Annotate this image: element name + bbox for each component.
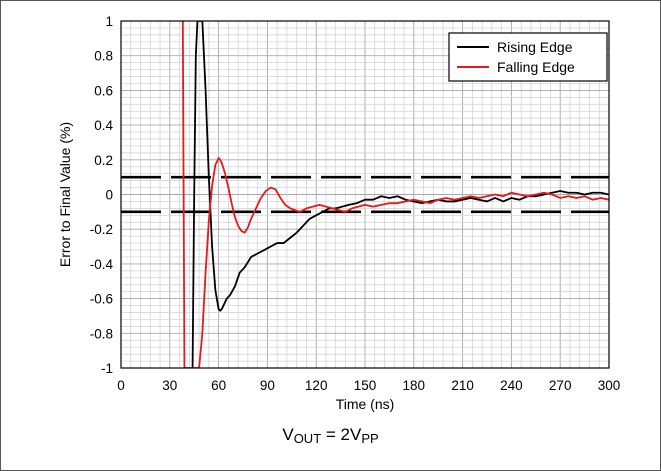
series-group [181,21,609,368]
x-tick-label: 300 [598,378,621,393]
x-tick-labels: 0 30 60 90 120 150 180 210 240 270 300 [117,378,620,393]
plot-border [120,20,610,369]
legend-box [448,32,608,82]
x-tick-label: 30 [162,378,177,393]
y-tick-label: 0.4 [94,118,113,133]
caption-middle: = 2V [321,425,362,444]
y-tick-label: 0.2 [94,153,113,168]
y-tick-label: 0.6 [94,83,113,98]
legend-label-rising-edge: Rising Edge [497,39,573,55]
y-tick-label: -0.8 [90,326,113,341]
y-tick-label: 0 [105,188,113,203]
y-tick-label: 1 [105,14,113,29]
x-tick-label: 120 [305,378,328,393]
chart-caption: VOUT = 2VPP [0,425,661,446]
x-tick-label: 270 [549,378,572,393]
settling-time-chart: -1 -0.8 -0.6 -0.4 -0.2 0 0.2 0.4 0.6 0.8 1 0 30 60 90… [57,14,620,412]
legend-label-falling-edge: Falling Edge [497,59,575,75]
caption-suffix-subscript: PP [361,431,379,446]
x-tick-label: 0 [117,378,125,393]
x-tick-label: 150 [354,378,377,393]
y-tick-label: -0.6 [90,292,113,307]
series-line-rising-edge [191,21,609,368]
legend: Rising Edge Falling Edge [448,32,608,82]
x-tick-label: 60 [211,378,226,393]
series-line-falling-edge [181,21,609,368]
x-axis-label: Time (ns) [336,396,395,412]
x-tick-label: 240 [500,378,523,393]
y-tick-label: -0.4 [90,257,114,272]
x-tick-label: 90 [260,378,275,393]
reference-lines [121,175,609,214]
y-tick-label: -1 [101,361,113,376]
caption-prefix-subscript: OUT [293,431,322,446]
x-tick-label: 210 [451,378,474,393]
y-tick-labels: -1 -0.8 -0.6 -0.4 -0.2 0 0.2 0.4 0.6 0.8 1 [90,14,114,376]
y-tick-label: 0.8 [94,49,113,64]
y-axis-label: Error to Final Value (%) [57,122,73,267]
x-tick-label: 180 [403,378,426,393]
y-tick-label: -0.2 [90,222,113,237]
caption-prefix: V [282,425,294,444]
